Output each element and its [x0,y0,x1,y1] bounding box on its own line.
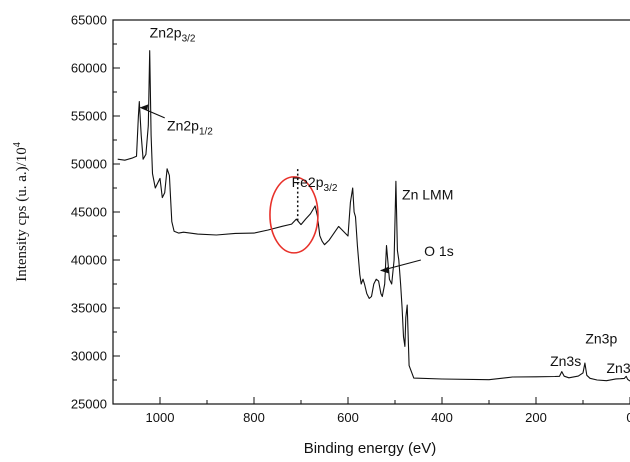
y-tick-label: 65000 [71,13,107,28]
y-tick-label: 60000 [71,61,107,76]
peak-label: Zn3p [585,331,617,347]
peak-label: Zn LMM [402,187,453,203]
x-tick-label: 600 [337,410,359,425]
x-tick-label: 1000 [146,410,175,425]
peak-label-base: Zn2p [167,117,199,133]
x-axis-title: Binding energy (eV) [304,440,437,457]
y-tick-label: 55000 [71,109,107,124]
y-tick-label: 25000 [71,397,107,412]
peak-label-base: O 1s [424,243,454,259]
peak-label-subscript: 3/2 [324,183,338,194]
peak-label: Zn3s [550,353,581,369]
peak-label-base: Zn3d [607,360,630,376]
peak-label-base: Zn2p [150,24,182,40]
axis-ticks: 25000 30000 35000 40000 45000 50000 55000 60000… [71,13,630,425]
y-tick-label: 50000 [71,157,107,172]
peak-label: Zn2p3/2 [150,24,196,44]
x-tick-label: 200 [525,410,547,425]
peak-label-base: Zn3p [585,331,617,347]
peak-label: O 1s [424,243,454,259]
peak-label: Fe2p3/2 [292,174,338,194]
peak-label-base: Zn3s [550,353,581,369]
x-tick-label: 400 [431,410,453,425]
y-axis-title-sup: 4 [12,142,23,147]
y-axis-title-main: Intensity cps (u. a.)/10 [14,147,30,282]
peak-label-subscript: 3/2 [182,33,196,44]
peak-label-base: Fe2p [292,174,324,190]
plot-frame [112,19,630,405]
y-tick-label: 30000 [71,349,107,364]
zn2p12-arrowhead [140,104,149,111]
y-tick-label: 40000 [71,253,107,268]
fe2p-highlight-ellipse [269,176,319,254]
x-tick-label: 0 [626,410,630,425]
peak-label: Zn3d [607,360,630,376]
y-axis-title: Intensity cps (u. a.)/104 [12,142,30,282]
peak-label-subscript: 1/2 [199,126,213,137]
y-tick-label: 45000 [71,205,107,220]
peak-label: Zn2p1/2 [167,117,213,137]
spectrum-line [117,50,630,382]
x-tick-label: 800 [243,410,265,425]
peak-markers [140,104,421,274]
y-tick-label: 35000 [71,301,107,316]
peak-label-base: Zn LMM [402,187,453,203]
o1s-arrowhead [379,266,389,274]
zn2p12-pointer [140,106,165,119]
spectrum-series [117,50,630,382]
plot-area [112,19,630,405]
